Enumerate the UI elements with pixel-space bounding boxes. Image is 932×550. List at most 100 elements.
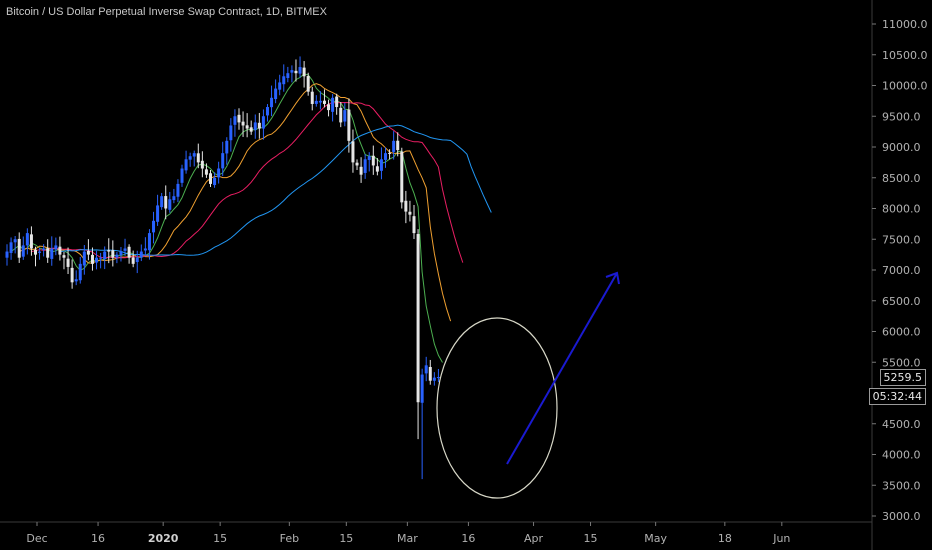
candle-body: [99, 257, 103, 259]
candle-body: [388, 152, 392, 154]
x-tick-label: 16: [91, 532, 105, 545]
candle-body: [70, 267, 74, 283]
candle-body: [50, 248, 54, 259]
chart-title: Bitcoin / US Dollar Perpetual Inverse Sw…: [6, 6, 327, 18]
y-tick-label: 8500.0: [882, 172, 921, 185]
y-tick-label: 7500.0: [882, 233, 921, 246]
moving-average-line: [59, 124, 492, 256]
y-tick-label: 3500.0: [882, 479, 921, 492]
circle-drawing: [436, 317, 558, 499]
candle-body: [432, 377, 436, 381]
candle-body: [384, 153, 388, 160]
candle-body: [225, 140, 229, 154]
candle-body: [424, 365, 428, 374]
candle-body: [265, 107, 269, 116]
candle-body: [229, 125, 233, 141]
x-tick-label: Apr: [524, 532, 544, 545]
candle-body: [95, 257, 99, 263]
candle-body: [74, 279, 78, 282]
candle-body: [107, 250, 111, 252]
candle-body: [54, 245, 58, 250]
candle-body: [363, 159, 367, 173]
candle-body: [78, 263, 82, 281]
candle-body: [298, 67, 302, 74]
y-tick-label: 5500.0: [882, 356, 921, 369]
candle-body: [331, 97, 335, 112]
candle-body: [213, 177, 217, 186]
candle-body: [339, 107, 343, 123]
candle-body: [310, 91, 314, 104]
candle-body: [90, 254, 94, 264]
candle-body: [355, 162, 359, 166]
candle-body: [135, 257, 139, 263]
y-tick-label: 7000.0: [882, 264, 921, 277]
x-tick-label: 16: [461, 532, 475, 545]
y-tick-label: 10500.0: [882, 49, 928, 62]
moving-average-line: [10, 73, 443, 363]
candle-body: [420, 374, 424, 403]
candle-body: [416, 234, 420, 403]
candle-body: [209, 173, 212, 184]
x-tick-label: Dec: [26, 532, 47, 545]
candle-body: [123, 248, 127, 251]
candle-body: [322, 100, 326, 104]
x-axis-ticks: Dec 16 2020 15 Feb 15 Mar 16 Apr 15 May 18 Jun: [26, 522, 790, 545]
candle-body: [143, 248, 147, 251]
candle-body: [33, 249, 37, 255]
candle-body: [270, 97, 274, 108]
x-tick-label: May: [644, 532, 667, 545]
candles: [5, 56, 440, 480]
candle-body: [127, 246, 131, 258]
y-tick-label: 9000.0: [882, 141, 921, 154]
candle-body: [103, 251, 107, 260]
candle-body: [200, 160, 204, 169]
y-tick-label: 10000.0: [882, 80, 928, 93]
candle-body: [119, 251, 123, 256]
x-tick-label: Feb: [280, 532, 299, 545]
candle-body: [286, 73, 290, 78]
arrow-head: [605, 271, 620, 285]
candle-body: [241, 121, 245, 126]
candle-body: [253, 122, 257, 130]
candle-body: [249, 127, 253, 132]
candle-body: [42, 248, 46, 250]
candle-body: [379, 159, 383, 171]
candle-body: [38, 251, 42, 253]
candle-body: [274, 88, 278, 100]
candle-body: [436, 377, 440, 379]
candle-body: [245, 125, 249, 129]
candle-body: [21, 245, 25, 257]
candle-body: [66, 258, 70, 267]
candle-body: [261, 116, 265, 129]
candle-body: [302, 67, 306, 77]
x-tick-label: 15: [339, 532, 353, 545]
candle-body: [164, 196, 168, 209]
candle-body: [306, 76, 310, 92]
y-tick-label: 11000.0: [882, 18, 928, 31]
arrow-line: [506, 272, 618, 465]
candle-body: [82, 251, 86, 266]
candle-body: [29, 234, 33, 249]
candle-body: [152, 220, 156, 233]
candle-body: [180, 168, 184, 183]
drawings: [436, 271, 620, 499]
candle-body: [351, 141, 355, 163]
candle-body: [428, 366, 432, 381]
candle-body: [367, 156, 371, 160]
candle-body: [343, 110, 347, 122]
candle-body: [257, 122, 261, 129]
y-tick-label: 6500.0: [882, 295, 921, 308]
candle-body: [17, 238, 21, 258]
candle-body: [371, 155, 375, 166]
last-price-badge: 5259.5: [879, 369, 926, 386]
candle-body: [204, 169, 208, 175]
candle-body: [314, 100, 318, 104]
countdown-badge: 05:32:44: [868, 388, 926, 405]
x-tick-label: 2020: [148, 532, 179, 545]
candle-body: [237, 114, 241, 123]
y-tick-label: 6000.0: [882, 326, 921, 339]
candle-body: [156, 205, 160, 222]
y-tick-label: 9500.0: [882, 110, 921, 123]
candle-body: [9, 242, 13, 253]
